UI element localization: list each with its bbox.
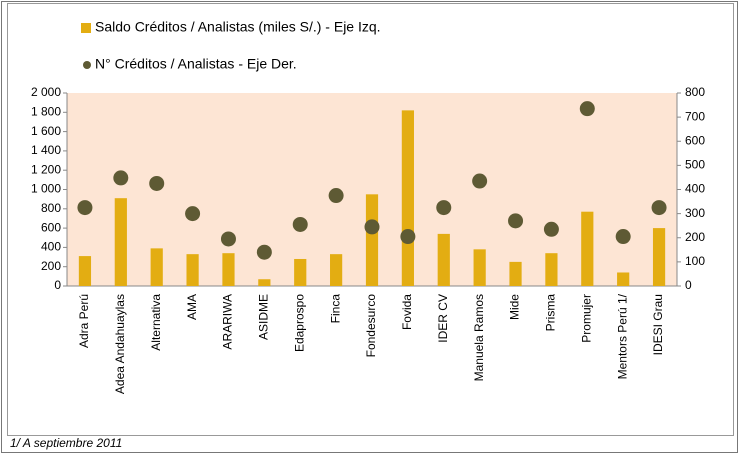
footnote: 1/ A septiembre 2011 (10, 436, 122, 450)
bar (437, 233, 450, 286)
x-tick-label: Alternativa (149, 294, 163, 351)
y2-tick-label: 300 (685, 206, 705, 220)
legend-swatch (81, 23, 91, 33)
y-tick-label: 1 200 (31, 162, 61, 176)
y-tick-label: 600 (41, 220, 61, 234)
legend-swatch (83, 61, 91, 69)
dot (579, 101, 595, 117)
x-tick-label: Adea Andahuaylas (113, 294, 127, 394)
y-tick-label: 800 (41, 201, 61, 215)
x-tick-label: Prisma (544, 294, 558, 332)
x-tick-label: Manuela Ramos (472, 294, 486, 381)
bar (258, 279, 271, 286)
dot (256, 244, 272, 260)
legend-label: N° Créditos / Analistas - Eje Der. (95, 56, 297, 72)
x-tick-label: IDER CV (436, 294, 450, 343)
dot (508, 213, 524, 229)
dot (651, 200, 667, 216)
dot (328, 188, 344, 204)
y-tick-label: 0 (54, 278, 61, 292)
bar (330, 254, 343, 286)
bar (186, 254, 199, 286)
bar (401, 110, 414, 287)
bar (545, 253, 558, 286)
bar (581, 211, 594, 286)
x-tick-label: Fovida (400, 294, 414, 330)
x-tick-label: Mentors Perú 1/ (615, 293, 629, 379)
bar (294, 258, 307, 286)
x-tick-label: Fondesurco (364, 294, 378, 358)
bar (150, 248, 163, 286)
dot (472, 173, 488, 189)
dot (77, 200, 93, 216)
bar (222, 253, 235, 286)
dot (292, 216, 308, 232)
y-tick-label: 1 400 (31, 143, 61, 157)
bar (509, 261, 522, 286)
dot (185, 206, 201, 222)
y-tick-label: 200 (41, 259, 61, 273)
y2-tick-label: 600 (685, 133, 705, 147)
y-tick-label: 1 000 (31, 182, 61, 196)
legend-label: Saldo Créditos / Analistas (miles S/.) -… (95, 19, 381, 35)
dot (113, 170, 129, 186)
y2-tick-label: 200 (685, 230, 705, 244)
y-tick-label: 400 (41, 240, 61, 254)
y2-tick-label: 0 (685, 278, 692, 292)
x-tick-label: ARARIWA (221, 294, 235, 350)
dot (615, 229, 631, 245)
bar (473, 249, 486, 286)
chart-border (7, 3, 734, 436)
x-tick-label: IDESI Grau (651, 294, 665, 355)
dot (543, 221, 559, 237)
x-tick-label: Finca (328, 294, 342, 324)
y2-tick-label: 100 (685, 254, 705, 268)
x-tick-label: AMA (185, 294, 199, 320)
bar (114, 198, 127, 286)
bar (365, 194, 379, 286)
x-tick-label: Promujer (579, 294, 593, 343)
bar (617, 272, 630, 286)
dot (436, 200, 452, 216)
x-tick-label: ASIDME (257, 294, 271, 340)
x-tick-label: Adra Perú (77, 294, 91, 348)
y2-tick-label: 700 (685, 109, 705, 123)
x-tick-label: Edaprospo (292, 294, 306, 352)
dot (364, 219, 380, 235)
y2-tick-label: 400 (685, 182, 705, 196)
x-tick-label: Mide (508, 294, 522, 320)
dot (400, 229, 416, 245)
y-tick-label: 1 600 (31, 124, 61, 138)
y2-tick-label: 800 (685, 85, 705, 99)
bar (78, 256, 92, 286)
dot (149, 175, 165, 191)
y-tick-label: 1 800 (31, 104, 61, 118)
bar (652, 228, 666, 286)
y-tick-label: 2 000 (31, 85, 61, 99)
dot (220, 231, 236, 247)
y2-tick-label: 500 (685, 158, 705, 172)
